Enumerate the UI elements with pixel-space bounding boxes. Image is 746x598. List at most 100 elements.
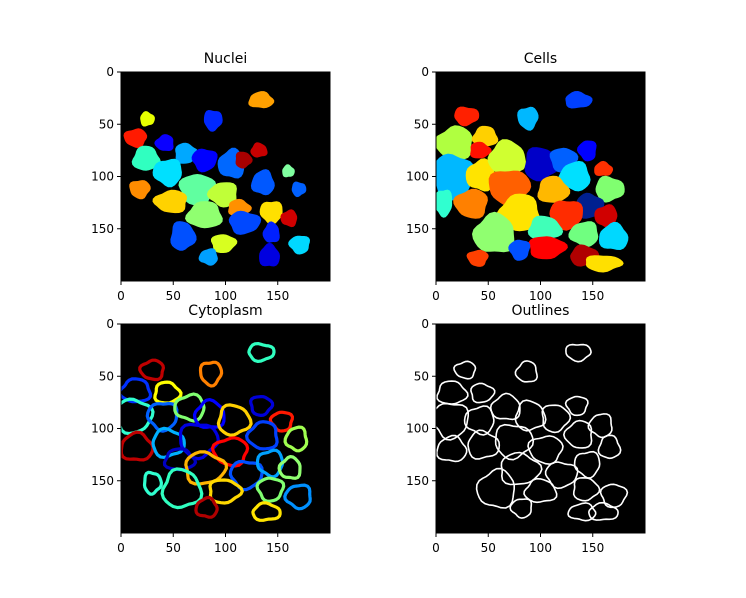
y-tick-label: 150 [406, 222, 429, 236]
segment-region [470, 141, 492, 159]
segment-region [280, 209, 298, 228]
y-tick-label: 0 [106, 317, 114, 331]
segment-region [568, 221, 599, 248]
segment-outline [245, 420, 279, 451]
segment-region [436, 125, 473, 160]
segment-region [291, 181, 307, 198]
segment-outline [564, 395, 589, 417]
segment-outline [514, 399, 547, 432]
y-tick-label: 50 [414, 117, 429, 131]
segment-outline [268, 410, 294, 433]
x-tick-label: 100 [529, 541, 552, 555]
segment-region [178, 174, 217, 206]
y-tick-label: 0 [106, 65, 114, 79]
x-tick-label: 0 [432, 289, 440, 303]
y-tick-label: 0 [421, 317, 429, 331]
segment-outline [145, 401, 179, 433]
x-tick-label: 150 [266, 289, 289, 303]
segment-outline [142, 470, 163, 496]
segment-region [152, 158, 182, 188]
y-tick-label: 0 [421, 65, 429, 79]
segment-region [577, 140, 597, 162]
y-tick-label: 100 [406, 170, 429, 184]
segment-outline [544, 461, 579, 490]
segment-region [129, 180, 151, 200]
segment-outline [249, 395, 275, 417]
segment-outline [494, 423, 535, 461]
segment-outline [216, 403, 253, 437]
segment-region [599, 221, 629, 250]
segment-outline [436, 402, 469, 441]
segment-outline [470, 382, 496, 404]
segment-outline [436, 380, 469, 405]
segment-region [152, 189, 187, 214]
segment-region [585, 255, 624, 273]
segment-region [282, 164, 295, 178]
segment-outline [208, 478, 244, 505]
segment-outline [210, 436, 250, 468]
segment-region [472, 211, 515, 253]
segment-region [154, 134, 174, 151]
segment-region [454, 106, 480, 127]
segment-outline [567, 502, 597, 522]
segment-outline [121, 430, 155, 462]
segment-region [465, 158, 495, 192]
x-tick-label: 50 [166, 289, 181, 303]
panel-title: Cytoplasm [188, 303, 262, 319]
segment-outline [453, 360, 477, 380]
segment-region [211, 234, 238, 253]
segment-outline [467, 429, 501, 460]
image-background [436, 324, 645, 533]
image-regions [123, 91, 310, 267]
segment-outline [572, 477, 601, 502]
x-tick-label: 0 [432, 541, 440, 555]
segment-outline [251, 501, 282, 522]
y-tick-label: 150 [91, 222, 114, 236]
segment-outline [255, 448, 285, 479]
segment-region [170, 221, 197, 251]
segment-region [206, 182, 237, 208]
segment-region [517, 106, 539, 131]
segment-outline [563, 419, 593, 449]
x-tick-label: 50 [166, 541, 181, 555]
y-tick-label: 150 [406, 474, 429, 488]
segment-region [191, 148, 218, 173]
segment-region [198, 248, 218, 266]
segment-outline [277, 455, 302, 480]
segment-outline [153, 380, 183, 405]
panels: Nuclei 0 50 100 150 0 50 100 150 Cells 0 50 100 150 0 5… [91, 51, 646, 555]
segment-region [123, 128, 148, 149]
segment-outline [509, 498, 533, 519]
y-tick-label: 150 [91, 474, 114, 488]
segment-outline [475, 467, 515, 509]
segment-region [235, 151, 253, 169]
segment-region [508, 239, 531, 261]
segment-region [248, 91, 275, 109]
panel-title: Cells [524, 51, 557, 67]
x-tick-label: 150 [581, 541, 604, 555]
segment-outline [599, 483, 629, 509]
segment-outline [198, 360, 224, 388]
segment-region [453, 188, 488, 219]
y-tick-label: 100 [91, 422, 114, 436]
segment-region [595, 175, 625, 203]
segment-region [594, 160, 614, 176]
segment-region [466, 249, 489, 267]
segment-outline [523, 477, 558, 504]
y-tick-label: 100 [406, 422, 429, 436]
x-tick-label: 50 [481, 541, 496, 555]
segment-region [262, 221, 280, 243]
segment-region [436, 153, 476, 202]
segment-region [185, 201, 223, 229]
segment-outline [194, 495, 219, 519]
x-tick-label: 150 [581, 289, 604, 303]
segment-region [259, 201, 283, 226]
chart-panel: Cells 0 50 100 150 0 50 100 150 [406, 51, 646, 303]
segment-outline [255, 476, 286, 503]
segment-region [527, 215, 564, 242]
chart-panel: Cytoplasm 0 50 100 150 0 50 100 150 [91, 303, 331, 555]
segment-outline [597, 434, 622, 460]
image-regions [121, 342, 312, 522]
segment-outline [541, 404, 572, 434]
